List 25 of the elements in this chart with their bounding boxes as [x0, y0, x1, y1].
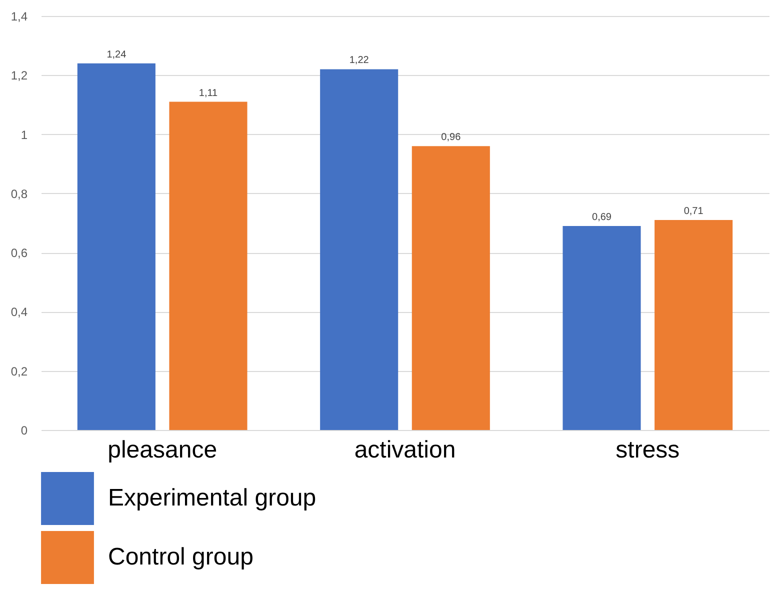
bar	[169, 102, 248, 430]
data-label: 1,22	[349, 55, 370, 66]
x-tick-label: stress	[616, 436, 680, 464]
y-tick-label: 0,2	[10, 364, 28, 378]
y-tick-label: 0,4	[10, 305, 28, 320]
y-tick-label: 0	[20, 424, 28, 438]
data-label: 1,24	[106, 49, 127, 60]
y-tick-label: 1	[20, 128, 28, 142]
x-tick-label: activation	[354, 436, 456, 464]
bar	[77, 63, 156, 430]
data-label: 0,71	[684, 206, 704, 218]
x-tick-label: pleasance	[108, 436, 218, 464]
data-label: 0,69	[592, 212, 612, 223]
legend-label: Control group	[108, 544, 254, 570]
bar	[562, 226, 641, 430]
data-label: 0,96	[441, 132, 462, 144]
legend-label: Experimental group	[108, 484, 316, 512]
data-label: 1,11	[198, 88, 218, 99]
y-tick-label: 1,2	[10, 68, 28, 83]
bar	[320, 69, 398, 430]
bar	[412, 146, 490, 430]
bar	[654, 220, 733, 430]
y-tick-label: 0,8	[10, 186, 28, 201]
y-tick-label: 0,6	[10, 246, 28, 260]
y-tick-label: 1,4	[10, 10, 28, 24]
